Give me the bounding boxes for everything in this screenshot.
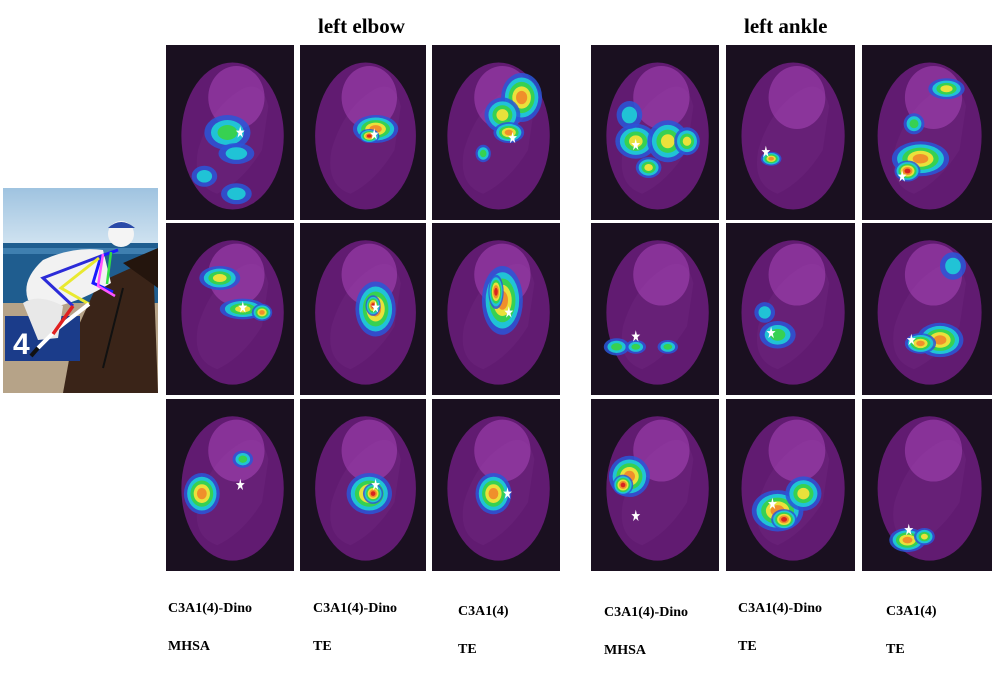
- keypoint-star-icon: ★: [371, 476, 381, 493]
- keypoint-star-icon: ★: [369, 126, 379, 143]
- group-title-left-ankle: left ankle: [744, 14, 828, 38]
- method-label-line: TE: [458, 642, 477, 657]
- method-label-elbow-col1: C3A1(4)-Dino MHSA: [168, 580, 252, 675]
- method-label-elbow-col3: C3A1(4) TE: [458, 583, 509, 678]
- heatmap-tile: ★: [300, 399, 426, 571]
- group-title-left-elbow: left elbow: [318, 14, 405, 38]
- method-label-line: C3A1(4): [458, 604, 509, 619]
- keypoint-star-icon: ★: [631, 328, 641, 345]
- keypoint-star-icon: ★: [507, 129, 517, 146]
- method-label-line: TE: [313, 639, 332, 654]
- keypoint-star-icon: ★: [502, 485, 512, 502]
- method-label-line: C3A1(4)-Dino: [313, 601, 397, 616]
- heatmap-tile: ★: [862, 223, 992, 395]
- method-label-line: MHSA: [604, 643, 646, 658]
- method-label-line: TE: [738, 639, 757, 654]
- keypoint-star-icon: ★: [235, 124, 245, 141]
- heatmap-tile: ★: [300, 45, 426, 220]
- keypoint-star-icon: ★: [631, 136, 641, 153]
- keypoint-star-icon: ★: [766, 325, 776, 342]
- method-label-line: C3A1(4)-Dino: [604, 605, 688, 620]
- method-label-line: MHSA: [168, 639, 210, 654]
- method-label-line: C3A1(4)-Dino: [168, 601, 252, 616]
- heatmap-tile: ★: [432, 399, 560, 571]
- heatmap-tile: ★: [166, 399, 294, 571]
- method-label-ankle-col3: C3A1(4) TE: [886, 583, 937, 678]
- keypoint-star-icon: ★: [371, 299, 381, 316]
- method-label-line: C3A1(4)-Dino: [738, 601, 822, 616]
- reference-jockey-image: 4: [3, 188, 158, 393]
- keypoint-star-icon: ★: [897, 169, 907, 186]
- method-label-ankle-col2: C3A1(4)-Dino TE: [738, 580, 822, 675]
- method-label-line: C3A1(4): [886, 604, 937, 619]
- heatmap-tile: ★: [862, 399, 992, 571]
- heatmap-tile: ★: [166, 223, 294, 395]
- heatmap-tile: ★: [591, 399, 719, 571]
- heatmap-tile: ★: [726, 223, 855, 395]
- method-label-elbow-col2: C3A1(4)-Dino TE: [313, 580, 397, 675]
- method-label-ankle-col1: C3A1(4)-Dino MHSA: [604, 584, 688, 679]
- keypoint-star-icon: ★: [238, 299, 248, 316]
- bib-number: 4: [13, 328, 30, 361]
- heatmap-tile: ★: [862, 45, 992, 220]
- heatmap-tile: ★: [432, 223, 560, 395]
- method-label-line: TE: [886, 642, 905, 657]
- keypoint-star-icon: ★: [631, 508, 641, 525]
- keypoint-star-icon: ★: [504, 304, 514, 321]
- keypoint-star-icon: ★: [904, 521, 914, 538]
- heatmap-tile: ★: [432, 45, 560, 220]
- keypoint-star-icon: ★: [906, 332, 916, 349]
- keypoint-star-icon: ★: [235, 477, 245, 494]
- keypoint-star-icon: ★: [767, 496, 777, 513]
- keypoint-star-icon: ★: [761, 143, 771, 160]
- heatmap-tile: ★: [726, 45, 855, 220]
- heatmap-tile: ★: [726, 399, 855, 571]
- heatmap-tile: ★: [166, 45, 294, 220]
- heatmap-tile: ★: [591, 45, 719, 220]
- heatmap-tile: ★: [591, 223, 719, 395]
- heatmap-tile: ★: [300, 223, 426, 395]
